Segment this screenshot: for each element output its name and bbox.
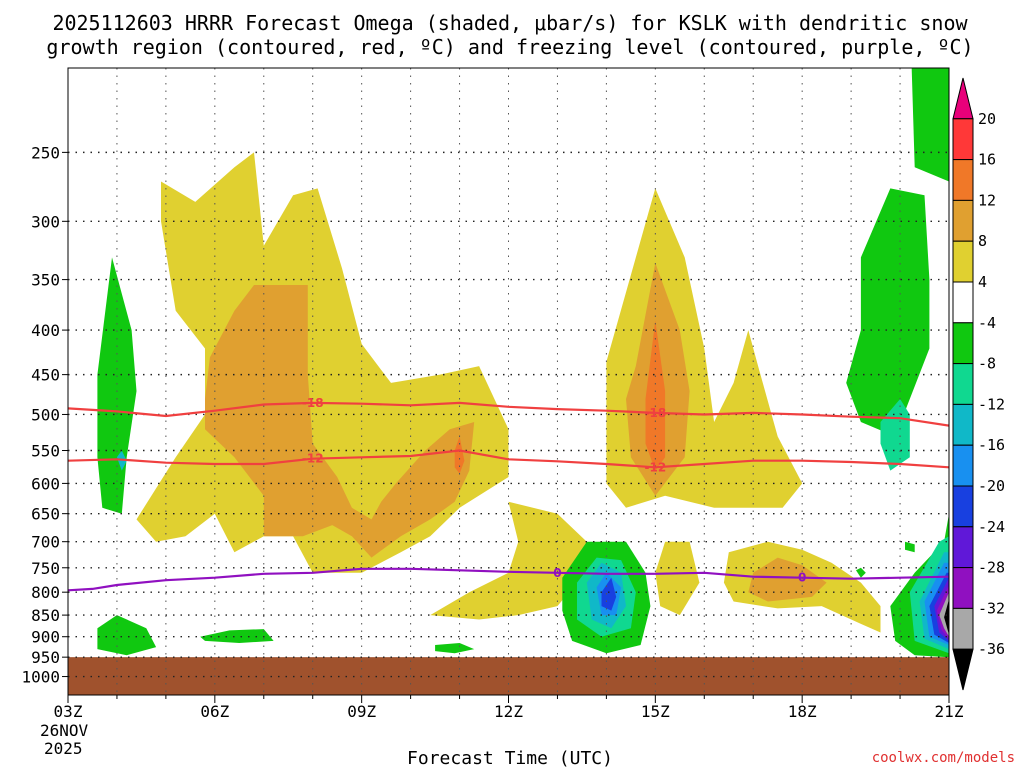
isotherm-label-dgz_bottom-1: -12 <box>644 460 666 474</box>
credit-link[interactable]: coolwx.com/models <box>872 750 1015 766</box>
omega-region-14 <box>435 643 475 654</box>
colorbar-label-12: 12 <box>978 191 996 209</box>
y-tick-600: 600 <box>31 474 60 493</box>
omega-region-17 <box>911 68 949 182</box>
isotherm-freezing_level <box>68 567 949 592</box>
y-tick-800: 800 <box>31 583 60 602</box>
y-tick-550: 550 <box>31 442 60 461</box>
colorbar-bin-5 <box>952 281 974 324</box>
colorbar-label--28: -28 <box>978 559 1005 577</box>
omega-region-16 <box>846 188 930 437</box>
colorbar-label--32: -32 <box>978 599 1005 617</box>
colorbar-label--8: -8 <box>978 355 996 373</box>
omega-region-19 <box>905 541 915 553</box>
colorbar-cap-top <box>952 77 974 120</box>
y-tick-750: 750 <box>31 559 60 578</box>
colorbar: 20 16 12 8 4 -4 -8 -12 -16 -20 -24 -28 -32 -36 <box>952 77 1005 691</box>
colorbar-bin-9 <box>952 444 974 487</box>
omega-region-9 <box>645 320 666 471</box>
chart-title-line2: growth region (contoured, red, ºC) and f… <box>46 35 973 59</box>
x-axis-title: Forecast Time (UTC) <box>407 748 613 768</box>
x-tick-15Z: 15Z <box>641 702 670 721</box>
colorbar-label--24: -24 <box>978 518 1005 536</box>
colorbar-label-4: 4 <box>978 273 987 291</box>
isotherm-label-dgz_top-0: -18 <box>302 396 324 410</box>
isotherm-label-dgz_bottom-0: -12 <box>302 452 324 466</box>
y-tick-850: 850 <box>31 606 60 625</box>
x-tick-06Z: 06Z <box>200 702 229 721</box>
colorbar-label--12: -12 <box>978 395 1005 413</box>
y-tick-650: 650 <box>31 505 60 524</box>
colorbar-label--4: -4 <box>978 314 996 332</box>
colorbar-label-16: 16 <box>978 151 996 169</box>
y-tick-250: 250 <box>31 143 60 162</box>
x-tick-12Z: 12Z <box>494 702 523 721</box>
colorbar-bin-12 <box>952 567 974 609</box>
colorbar-bin-3 <box>952 199 974 242</box>
y-tick-1000: 1000 <box>21 668 60 687</box>
omega-region-10 <box>454 436 465 474</box>
x-tick-18Z: 18Z <box>788 702 817 721</box>
omega-region-1 <box>430 501 587 620</box>
y-tick-900: 900 <box>31 628 60 647</box>
isotherm-contours: -18 -18 -12 -12 0 0 <box>68 396 949 592</box>
isotherm-label-freezing_level-0: 0 <box>553 566 561 580</box>
colorbar-bin-7 <box>952 363 974 405</box>
y-tick-500: 500 <box>31 405 60 424</box>
isotherm-dgz_bottom <box>68 449 949 469</box>
omega-region-34 <box>944 599 949 635</box>
colorbar-label-20: 20 <box>978 110 996 128</box>
x-tick-03Z: 03Z <box>54 702 83 721</box>
omega-region-6 <box>205 285 475 558</box>
isotherm-label-freezing_level-1: 0 <box>798 571 806 585</box>
omega-region-12 <box>97 615 157 656</box>
colorbar-bin-11 <box>952 526 974 569</box>
y-tick-700: 700 <box>31 533 60 552</box>
x-tick-21Z: 21Z <box>935 702 964 721</box>
colorbar-bin-8 <box>952 403 974 446</box>
colorbar-bin-10 <box>952 485 974 528</box>
colorbar-bin-2 <box>952 159 974 201</box>
time-axis: 03Z 06Z 09Z 12Z 15Z 18Z 21Z <box>54 695 964 721</box>
omega-region-11 <box>97 257 137 514</box>
y-tick-350: 350 <box>31 271 60 290</box>
y-tick-950: 950 <box>31 648 60 667</box>
x-tick-09Z: 09Z <box>347 702 376 721</box>
pressure-axis: 250 300 350 400 450 500 550 600 650 700 750 800 850 9… <box>21 143 68 687</box>
colorbar-bin-1 <box>952 118 974 161</box>
colorbar-bin-6 <box>952 322 974 365</box>
date-line1: 26NOV <box>40 721 89 740</box>
isotherm-label-dgz_top-1: -18 <box>644 406 666 420</box>
colorbar-label-8: 8 <box>978 232 987 250</box>
omega-region-18 <box>856 567 866 578</box>
omega-region-5 <box>655 541 700 616</box>
omega-shading <box>97 68 949 658</box>
omega-region-13 <box>200 629 274 643</box>
date-line2: 2025 <box>44 739 83 758</box>
isotherm-dgz_top <box>68 401 949 427</box>
y-tick-450: 450 <box>31 366 60 385</box>
chart-title-line1: 2025112603 HRRR Forecast Omega (shaded, … <box>52 11 968 35</box>
colorbar-label--36: -36 <box>978 640 1005 658</box>
omega-region-8 <box>748 557 827 602</box>
colorbar-label--16: -16 <box>978 436 1005 454</box>
colorbar-bin-13 <box>952 607 974 650</box>
colorbar-label--20: -20 <box>978 477 1005 495</box>
colorbar-cap-bottom <box>952 648 974 691</box>
omega-region-29 <box>601 577 617 611</box>
y-tick-300: 300 <box>31 212 60 231</box>
y-tick-400: 400 <box>31 321 60 340</box>
colorbar-bin-4 <box>952 240 974 283</box>
